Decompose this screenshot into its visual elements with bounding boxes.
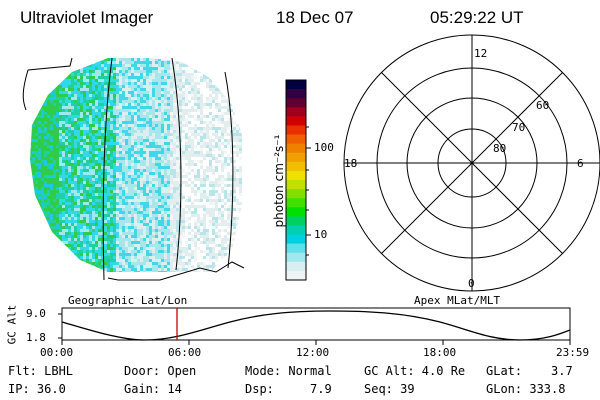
glat-readout: GLat: 3.7 [486, 364, 573, 378]
polar-grid [343, 34, 600, 292]
mlt-label-12: 12 [474, 47, 488, 60]
geographic-grid [22, 57, 245, 281]
lat-label-80: 80 [493, 142, 507, 155]
seq-readout: Seq: 39 [364, 382, 415, 396]
colorbar-tick-100: 100 [314, 141, 334, 154]
mode-readout: Mode: Normal [245, 364, 332, 378]
lat-label-70: 70 [512, 121, 526, 134]
glon-readout: GLon: 333.8 [486, 382, 566, 396]
gain-readout: Gain: 14 [124, 382, 182, 396]
altitude-ticks [58, 313, 571, 345]
uv-image-disk [30, 58, 242, 272]
colorbar-tick-10: 10 [314, 228, 328, 241]
altitude-curve [61, 310, 571, 341]
mlt-label-18: 18 [344, 157, 358, 170]
colorbar-frame [285, 79, 307, 281]
filter-readout: Flt: LBHL [8, 364, 74, 378]
dsp-readout: Dsp: 7.9 [245, 382, 332, 396]
colorbar-unit-label: photon cm⁻²s⁻¹ [272, 134, 286, 228]
date-label: 18 Dec 07 [276, 8, 354, 27]
gc-alt-readout: GC Alt: 4.0 Re [364, 364, 466, 378]
ip-readout: IP: 36.0 [8, 382, 66, 396]
altitude-xtick-1800: 18:00 [423, 346, 457, 359]
mlt-label-6: 6 [577, 157, 584, 170]
instrument-title: Ultraviolet Imager [20, 8, 154, 27]
altitude-xtick-0600: 06:00 [168, 346, 202, 359]
mlt-label-0: 0 [468, 277, 475, 290]
altitude-xtick-2359: 23:59 [556, 346, 590, 359]
altitude-strip-frame [61, 307, 571, 341]
colorbar [286, 80, 306, 281]
door-readout: Door: Open [124, 364, 197, 378]
apex-title: Apex MLat/MLT [414, 294, 501, 307]
lat-label-60: 60 [536, 99, 550, 112]
colorbar-ticks [306, 126, 311, 256]
altitude-xtick-1200: 12:00 [296, 346, 330, 359]
geographic-title: Geographic Lat/Lon [68, 294, 188, 307]
altitude-ylabel: GC Alt [5, 304, 19, 345]
altitude-ytick-9: 9.0 [26, 307, 46, 320]
time-label: 05:29:22 UT [430, 8, 524, 27]
altitude-ytick-1-8: 1.8 [26, 331, 46, 344]
altitude-xtick-0000: 00:00 [40, 346, 74, 359]
